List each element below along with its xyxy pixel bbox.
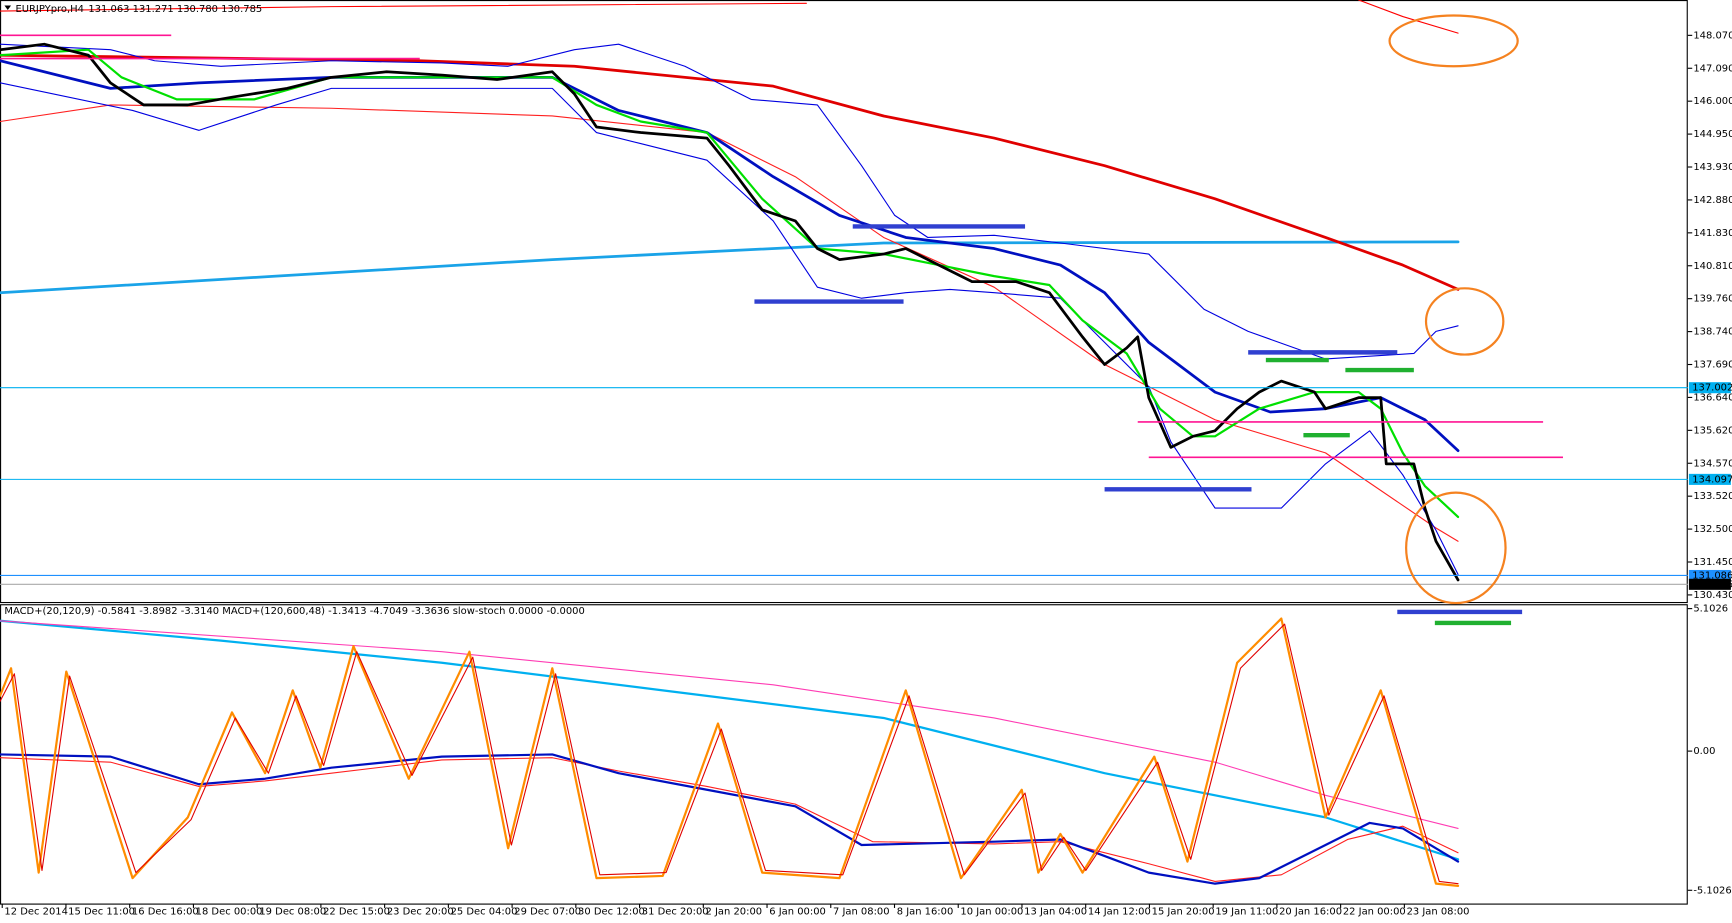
price-label: 144.950 xyxy=(1693,129,1732,140)
price-label: 148.070 xyxy=(1693,30,1732,41)
indicator-panel: MACD+(20,120,9) -0.5841 -3.8982 -3.3140 … xyxy=(0,604,1688,905)
time-label: 15 Dec 11:00 xyxy=(68,906,135,917)
time-label: 23 Dec 20:00 xyxy=(387,906,454,917)
circle xyxy=(1405,491,1507,605)
price-label: 133.520 xyxy=(1693,491,1732,502)
upper-line xyxy=(0,2,807,12)
price-label: 132.500 xyxy=(1693,524,1732,535)
indicator-header: MACD+(20,120,9) -0.5841 -3.8982 -3.3140 … xyxy=(4,606,584,617)
price-label: 131.450 xyxy=(1693,557,1732,568)
macd-long xyxy=(0,619,1460,861)
indicator-label: 5.1026 xyxy=(1693,604,1728,615)
price-label: 143.930 xyxy=(1693,162,1732,173)
stoch xyxy=(0,617,1460,887)
price-tag-bg xyxy=(1688,473,1731,485)
time-label: 30 Dec 12:00 xyxy=(578,906,645,917)
price-label: 139.760 xyxy=(1693,294,1732,305)
time-label: 15 Jan 20:00 xyxy=(1152,906,1215,917)
time-label: 19 Jan 11:00 xyxy=(1215,906,1278,917)
price-label: 135.620 xyxy=(1693,425,1732,436)
time-label: 29 Dec 07:00 xyxy=(514,906,581,917)
time-label: 2 Jan 20:00 xyxy=(706,906,763,917)
price-candles xyxy=(0,42,1460,582)
price-label: 142.880 xyxy=(1693,195,1732,206)
indicator-label: 0.00 xyxy=(1693,746,1715,757)
band-lower xyxy=(0,82,1459,575)
price-label: 136.640 xyxy=(1693,392,1732,403)
ma-thin xyxy=(0,104,1459,542)
time-label: 18 Dec 00:00 xyxy=(196,906,263,917)
circle xyxy=(1388,14,1519,68)
upper-line-end xyxy=(1358,0,1459,34)
time-label: 16 Dec 16:00 xyxy=(132,906,199,917)
price-label: 146.000 xyxy=(1693,96,1732,107)
indicator-label: -5.1026 xyxy=(1693,885,1731,896)
time-label: 20 Jan 16:00 xyxy=(1279,906,1342,917)
price-tag-bg xyxy=(1688,569,1731,582)
price-label: 147.090 xyxy=(1693,63,1732,74)
price-label: 134.570 xyxy=(1693,458,1732,469)
time-label: 7 Jan 08:00 xyxy=(833,906,890,917)
blue-marks xyxy=(754,224,1523,615)
time-label: 14 Jan 12:00 xyxy=(1088,906,1151,917)
price-tag: 130.785 xyxy=(1692,579,1732,590)
time-label: 31 Dec 20:00 xyxy=(642,906,709,917)
signal-short xyxy=(0,757,1459,882)
time-label: 13 Jan 04:00 xyxy=(1024,906,1087,917)
price-tag: 134.097 xyxy=(1692,474,1732,485)
menu-arrow[interactable] xyxy=(4,5,12,10)
time-label: 22 Jan 00:00 xyxy=(1343,906,1406,917)
price-tag-bg xyxy=(1688,578,1731,590)
circle xyxy=(1424,287,1505,356)
price-label: 138.740 xyxy=(1693,327,1732,338)
price-label: 137.690 xyxy=(1693,360,1732,371)
price-label: 141.830 xyxy=(1693,228,1732,239)
signal-long xyxy=(0,620,1459,829)
time-label: 12 Dec 2014 xyxy=(4,906,67,917)
circles xyxy=(1388,14,1519,605)
time-label: 23 Jan 08:00 xyxy=(1407,906,1470,917)
band-upper xyxy=(0,43,1459,360)
time-label: 25 Dec 04:00 xyxy=(451,906,518,917)
time-label: 10 Jan 00:00 xyxy=(960,906,1023,917)
time-label: 6 Jan 00:00 xyxy=(769,906,826,917)
price-label: 130.430 xyxy=(1693,590,1732,601)
ma-200 xyxy=(0,53,1460,291)
main-frame xyxy=(0,0,1688,604)
time-label: 8 Jan 16:00 xyxy=(897,906,954,917)
time-label: 22 Dec 15:00 xyxy=(323,906,390,917)
long-ma xyxy=(0,240,1460,295)
macd-short xyxy=(0,753,1460,885)
price-tag: 131.086 xyxy=(1692,570,1732,581)
time-label: 19 Dec 08:00 xyxy=(259,906,326,917)
green-marks xyxy=(1265,357,1512,626)
stoch-signal xyxy=(0,623,1459,885)
ohlc: 131.063 131.271 130.780 130.785 xyxy=(88,4,262,15)
price-label: 140.810 xyxy=(1693,261,1732,272)
symbol: EURJPYpro,H4 xyxy=(15,4,83,15)
price-tag-bg xyxy=(1688,382,1731,394)
main-panel: EURJPYpro,H4 131.063 131.271 130.780 130… xyxy=(0,0,1688,626)
axes: 148.070 147.090 146.000 144.950 143.930 142.8… xyxy=(1,30,1732,917)
price-tag: 137.002 xyxy=(1692,383,1732,394)
